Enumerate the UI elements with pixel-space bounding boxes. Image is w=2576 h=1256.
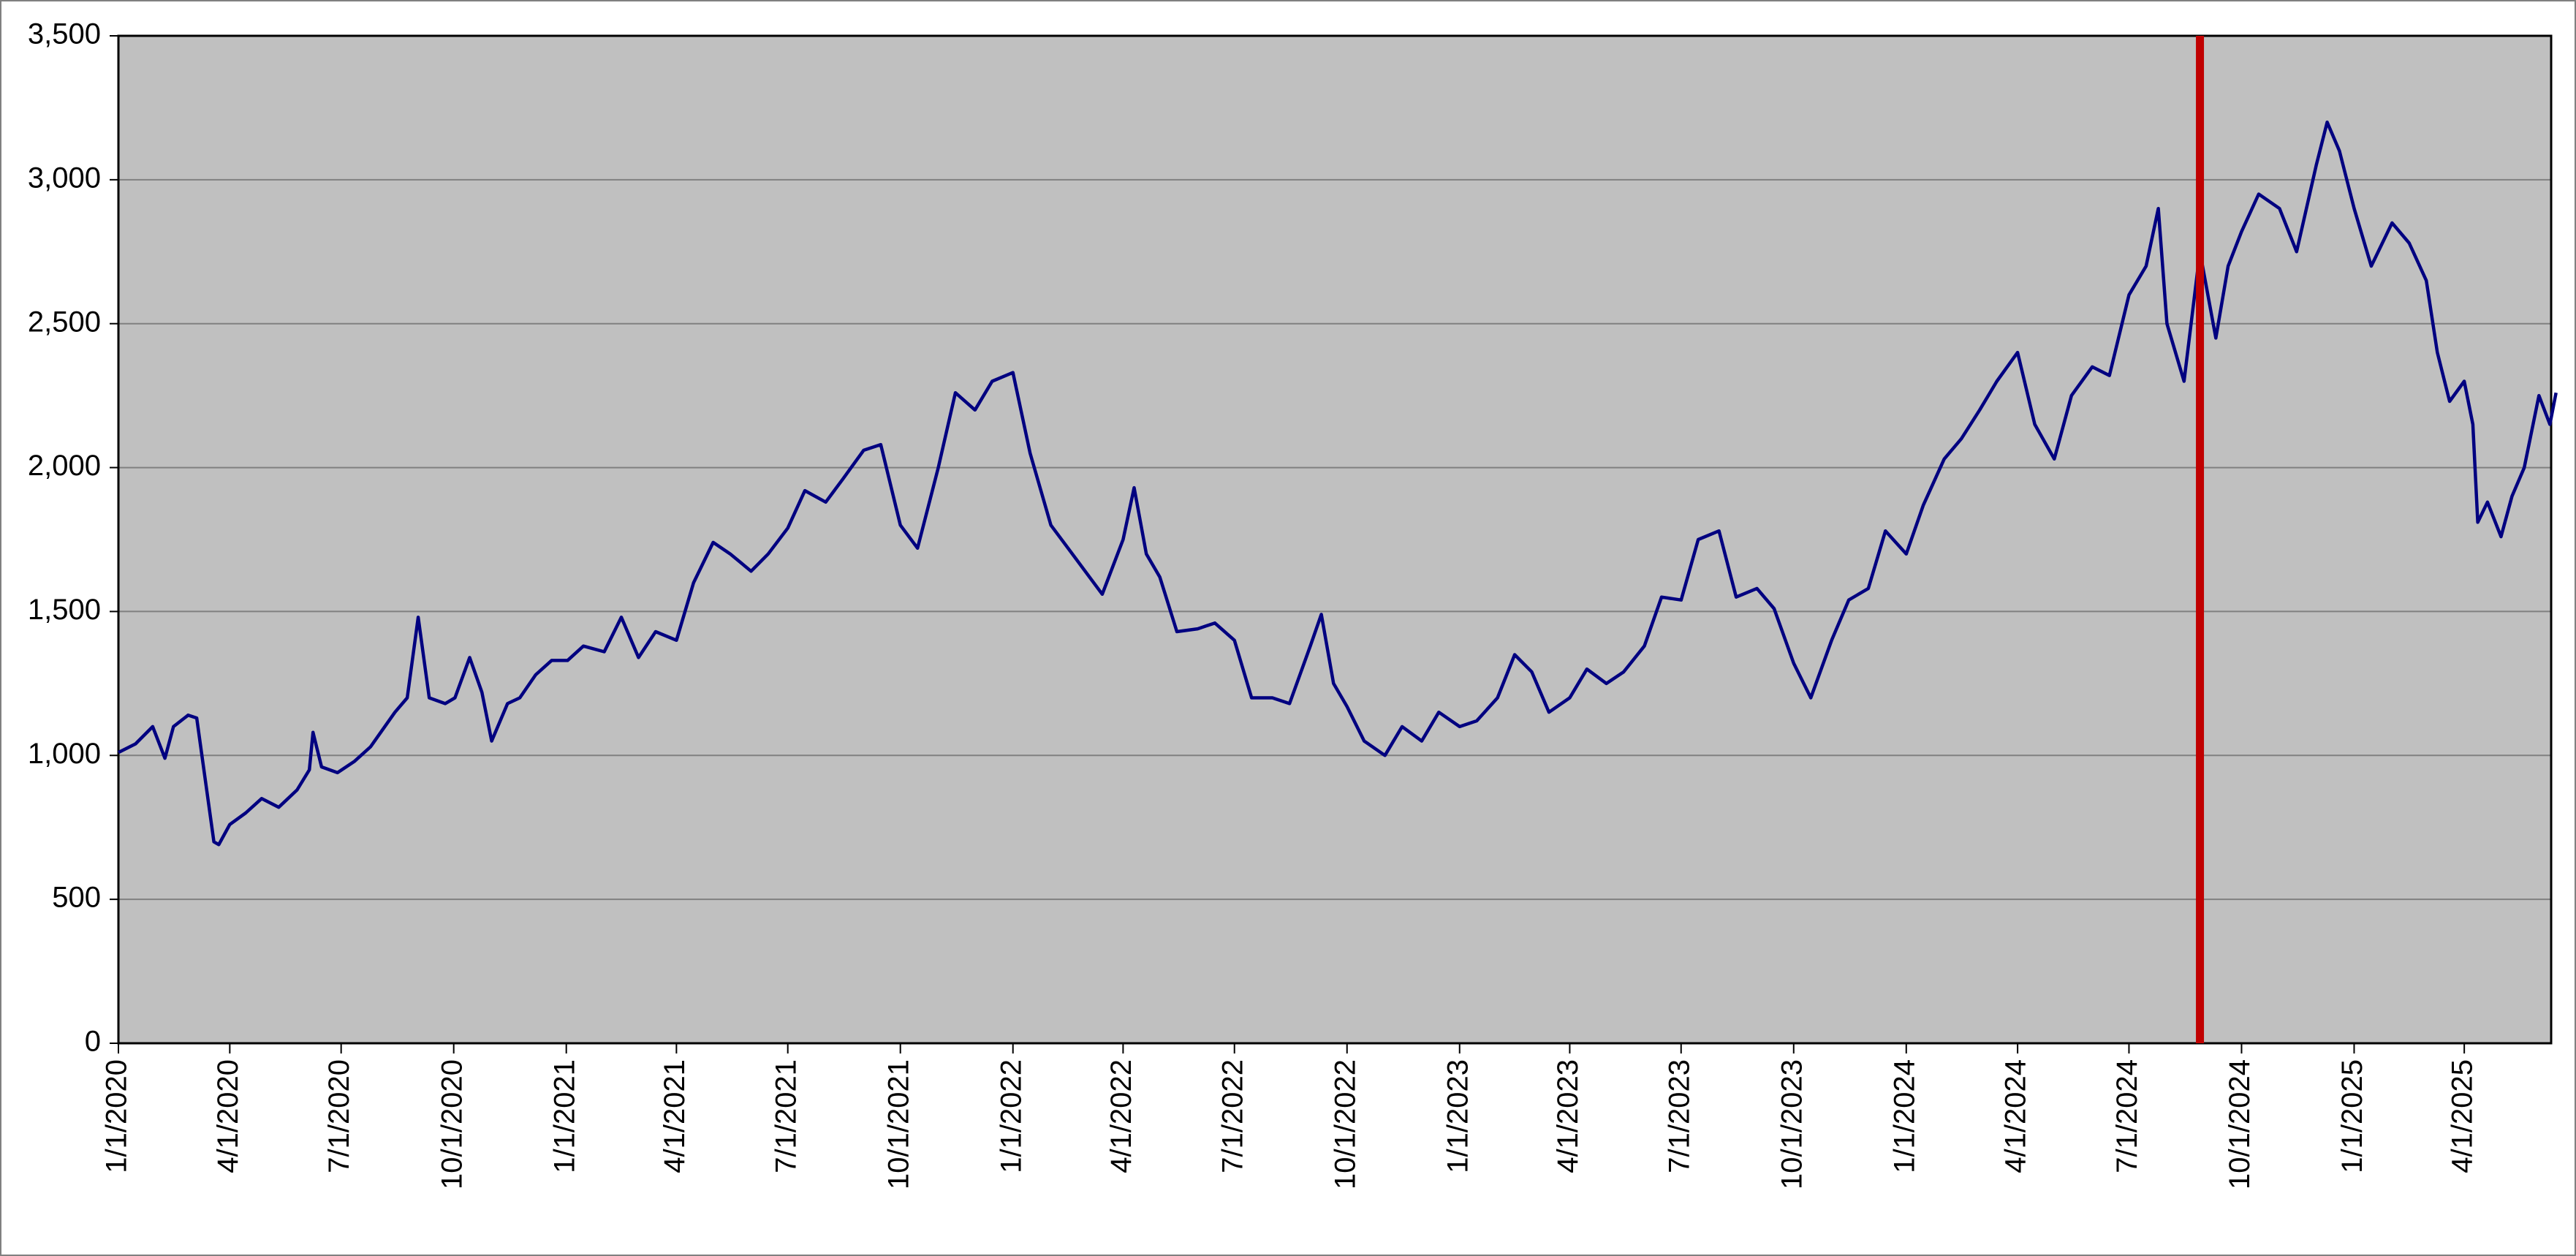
x-tick-label: 7/1/2021 (770, 1059, 802, 1173)
x-tick-label: 10/1/2024 (2224, 1059, 2256, 1189)
x-tick-label: 7/1/2020 (323, 1059, 355, 1173)
y-tick-label: 3,500 (28, 18, 101, 50)
x-tick-label: 4/1/2025 (2447, 1059, 2479, 1173)
y-tick-label: 1,000 (28, 738, 101, 770)
x-tick-label: 7/1/2022 (1216, 1059, 1249, 1173)
x-tick-label: 1/1/2024 (1888, 1059, 1920, 1173)
x-tick-label: 1/1/2022 (995, 1059, 1027, 1173)
x-tick-label: 4/1/2023 (1552, 1059, 1584, 1173)
series-line (117, 120, 2558, 847)
x-tick-label: 1/1/2021 (548, 1059, 580, 1173)
x-tick-label: 10/1/2021 (882, 1059, 914, 1189)
x-tick-label: 1/1/2025 (2336, 1059, 2368, 1173)
x-tick-label: 4/1/2022 (1105, 1059, 1137, 1173)
x-tick-label: 7/1/2023 (1663, 1059, 1695, 1173)
x-tick-label: 1/1/2023 (1442, 1059, 1474, 1173)
plot-frame (117, 34, 2553, 1045)
x-tick-label: 10/1/2022 (1329, 1059, 1361, 1189)
y-tick-label: 500 (52, 882, 101, 914)
y-tick-label: 3,000 (28, 162, 101, 194)
x-tick-label: 4/1/2024 (2000, 1059, 2032, 1173)
x-tick-label: 10/1/2023 (1776, 1059, 1808, 1189)
y-tick-label: 0 (85, 1026, 101, 1058)
y-tick-label: 2,000 (28, 450, 101, 482)
x-tick-label: 1/1/2020 (101, 1059, 133, 1173)
x-tick-label: 7/1/2024 (2111, 1059, 2143, 1173)
x-tick-label: 10/1/2020 (436, 1059, 468, 1189)
x-tick-label: 4/1/2020 (212, 1059, 244, 1173)
x-tick-label: 4/1/2021 (659, 1059, 691, 1173)
y-tick-label: 2,500 (28, 306, 101, 338)
y-tick-label: 1,500 (28, 594, 101, 626)
plot-area (118, 36, 2551, 1043)
